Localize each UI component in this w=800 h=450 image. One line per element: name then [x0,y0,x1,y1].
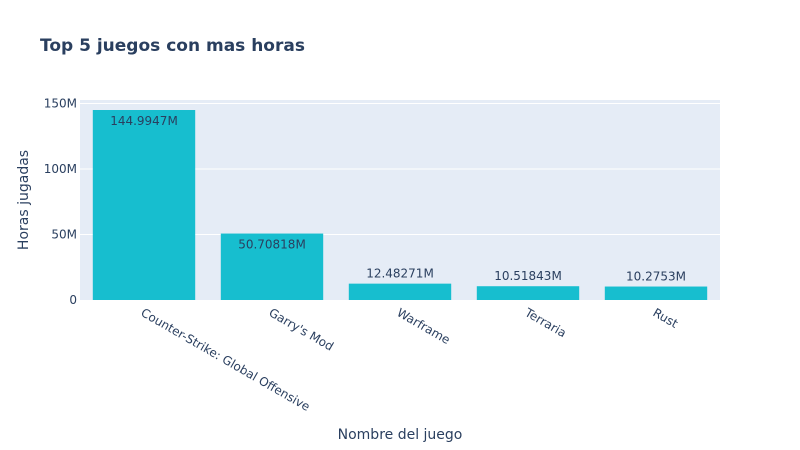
bar-data-label: 12.48271M [366,267,434,281]
bar [92,110,196,301]
y-tick-label: 100M [44,162,77,176]
y-axis-title: Horas jugadas [16,150,32,250]
bar-data-label: 10.2753M [626,270,686,284]
bar-data-label: 144.9947M [110,114,178,128]
x-axis-title: Nombre del juego [338,427,463,443]
x-tick-label: Warframe [395,305,453,347]
bars [92,110,708,301]
bar-labels: 144.9947M 50.70818M 12.48271M 10.51843M 10.2… [110,114,686,284]
x-tick-label: Rust [651,305,681,330]
bar [604,286,708,300]
bar [476,286,580,300]
bar [220,233,324,300]
bar [348,283,452,300]
bar-data-label: 10.51843M [494,269,562,283]
y-tick-label: 150M [44,96,77,110]
y-tick-label: 50M [51,227,77,241]
x-axis-ticks: Counter-Strike: Global OffensiveGarry's … [139,305,681,414]
y-axis-ticks: 0 50M 100M 150M [44,96,77,307]
bar-data-label: 50.70818M [238,238,306,252]
x-tick-label: Terraria [522,305,569,340]
chart-title: Top 5 juegos con mas horas [40,36,305,56]
x-tick-label: Garry's Mod [267,305,336,353]
y-tick-label: 0 [69,293,77,307]
